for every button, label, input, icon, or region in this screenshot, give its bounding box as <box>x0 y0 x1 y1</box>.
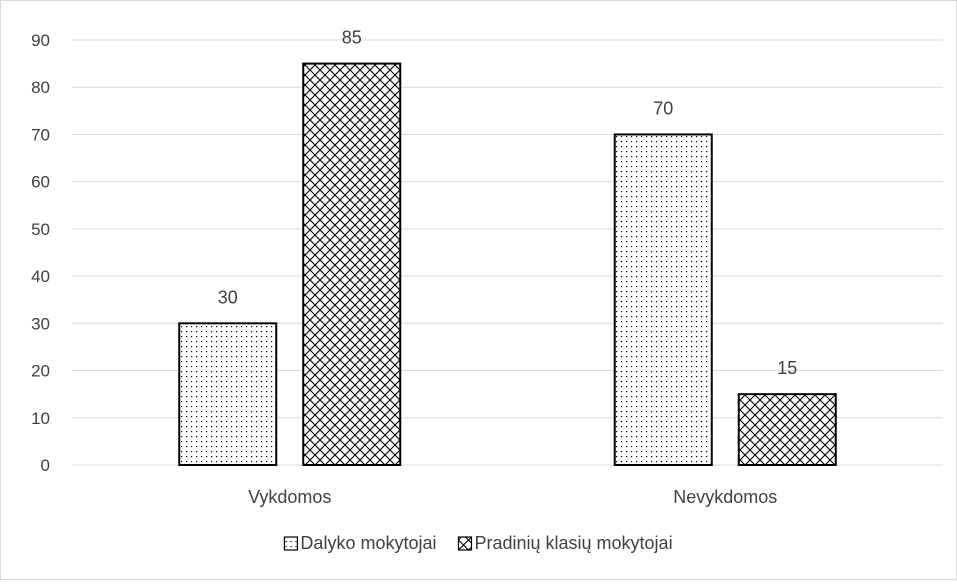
legend-label-1: Dalyko mokytojai <box>300 533 436 553</box>
y-tick-label-10: 10 <box>31 409 50 428</box>
legend: Dalyko mokytojai Pradinių klasių mokytoja… <box>283 533 673 553</box>
bar-nevykdomos-series-1 <box>613 133 713 466</box>
y-tick-label-80: 80 <box>31 78 50 97</box>
bar-vykdomos-series-1 <box>178 322 278 467</box>
data-label-nevykdomos-series-2: 15 <box>777 358 797 378</box>
y-tick-label-30: 30 <box>31 314 50 333</box>
bars <box>178 62 837 467</box>
y-axis-tick-labels: 0 10 20 30 40 50 60 70 80 90 <box>31 31 50 475</box>
legend-entry-1: Dalyko mokytojai <box>283 533 436 553</box>
data-label-vykdomos-series-2: 85 <box>342 28 362 48</box>
legend-label-2: Pradinių klasių mokytojai <box>474 533 672 553</box>
data-labels: 30 85 70 15 <box>218 28 798 379</box>
legend-swatch-2 <box>457 536 473 551</box>
legend-swatch-1 <box>283 536 299 551</box>
category-label-vykdomos: Vykdomos <box>248 487 331 507</box>
y-tick-label-50: 50 <box>31 220 50 239</box>
category-label-nevykdomos: Nevykdomos <box>673 487 777 507</box>
legend-entry-2: Pradinių klasių mokytojai <box>457 533 673 553</box>
data-label-vykdomos-series-1: 30 <box>218 287 238 307</box>
data-label-nevykdomos-series-1: 70 <box>653 98 673 118</box>
bar-vykdomos-series-2 <box>302 62 402 466</box>
y-tick-label-40: 40 <box>31 267 50 286</box>
y-tick-label-0: 0 <box>41 456 50 475</box>
y-tick-label-90: 90 <box>31 31 50 50</box>
y-tick-label-20: 20 <box>31 362 50 381</box>
y-tick-label-60: 60 <box>31 173 50 192</box>
y-tick-label-70: 70 <box>31 125 50 144</box>
bar-nevykdomos-series-2 <box>737 393 837 466</box>
x-axis-category-labels: Vykdomos Nevykdomos <box>248 487 777 507</box>
